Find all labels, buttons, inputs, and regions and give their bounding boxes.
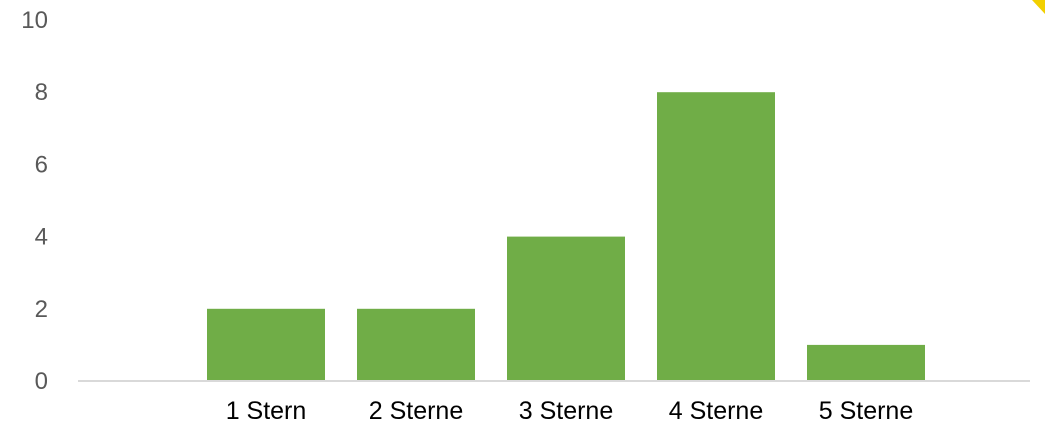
x-tick-label: 5 Sterne	[819, 397, 914, 425]
bars	[207, 92, 925, 381]
y-tick-label: 2	[35, 296, 48, 323]
bar	[657, 92, 775, 381]
corner-star-icon	[1032, 0, 1045, 14]
bar	[357, 308, 475, 381]
y-axis-ticks: 0 2 4 6 8 10	[21, 7, 48, 395]
bar	[207, 308, 325, 381]
bar	[807, 344, 925, 381]
x-tick-label: 4 Sterne	[669, 397, 764, 425]
y-tick-label: 6	[35, 151, 48, 178]
y-tick-label: 10	[21, 7, 48, 34]
x-tick-label: 2 Sterne	[369, 397, 464, 425]
y-tick-label: 8	[35, 79, 48, 106]
x-tick-label: 3 Sterne	[519, 397, 614, 425]
x-axis-ticks: 1 Stern 2 Sterne 3 Sterne 4 Sterne 5 Sterne	[226, 397, 914, 425]
y-tick-label: 4	[35, 224, 48, 251]
y-tick-label: 0	[35, 368, 48, 395]
x-tick-label: 1 Stern	[226, 397, 307, 425]
bar	[507, 236, 625, 381]
